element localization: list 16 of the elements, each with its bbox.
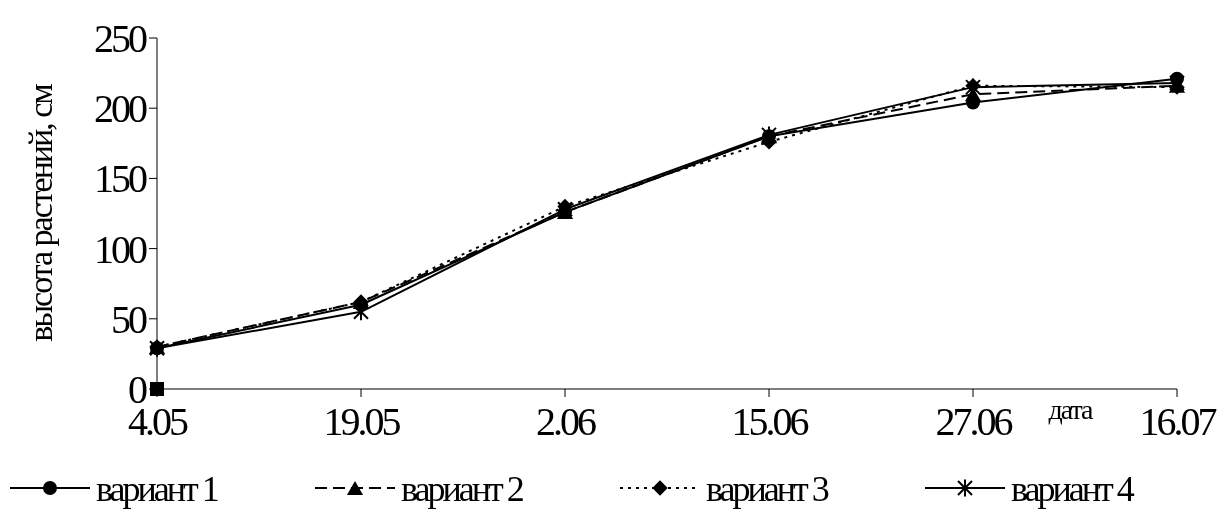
x-tick-label: 27.06	[935, 399, 1013, 444]
x-tick-label: 16.07	[1139, 399, 1217, 444]
x-tick-label: 2.06	[536, 399, 596, 444]
x-tick-label: 19.05	[323, 399, 401, 444]
x-tick-label: 15.06	[731, 399, 809, 444]
y-axis-title: высота растений, см	[22, 83, 59, 342]
legend-label: вариант 1	[96, 468, 218, 509]
legend-label: вариант 2	[401, 468, 524, 509]
y-tick-label: 250	[94, 16, 147, 61]
y-tick-label: 50	[111, 296, 147, 342]
y-tick-label: 200	[94, 86, 147, 132]
legend-label: вариант 4	[1011, 468, 1135, 509]
y-tick-label: 150	[94, 156, 147, 202]
legend-label: вариант 3	[706, 468, 829, 509]
x-axis-title: дата	[1048, 394, 1095, 425]
y-tick-label: 100	[94, 226, 147, 272]
